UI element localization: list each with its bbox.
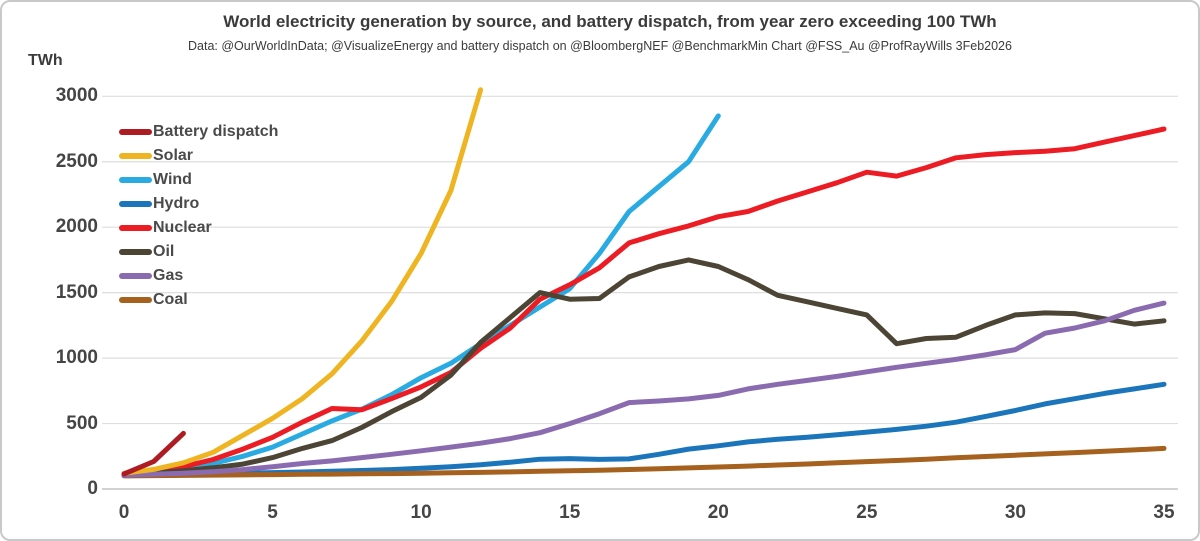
y-tick-2500: 2500 (55, 150, 98, 172)
chart-subtitle: Data: @OurWorldInData; @VisualizeEnergy … (188, 39, 1012, 53)
y-tick-1500: 1500 (55, 281, 98, 303)
legend-label: Coal (153, 291, 188, 308)
series-line-wind (121, 113, 721, 478)
series-line-solar (121, 87, 484, 476)
series-line-gas (121, 300, 1167, 478)
legend-item-gas: Gas (119, 264, 278, 288)
legend-label: Battery dispatch (153, 123, 279, 140)
legend-swatch-wind (119, 176, 152, 184)
series-line-coal (121, 445, 1167, 479)
series-line-hydro (121, 381, 1167, 478)
x-tick-5: 5 (267, 502, 278, 523)
series-line-nuclear (121, 126, 1167, 478)
y-tick-2000: 2000 (55, 216, 98, 238)
legend-label: Nuclear (153, 219, 212, 236)
legend-item-solar: Solar (119, 144, 278, 168)
y-tick-500: 500 (66, 412, 98, 434)
legend-label: Wind (153, 171, 192, 188)
x-tick-30: 30 (1004, 502, 1026, 523)
legend-swatch-gas (119, 272, 152, 280)
legend-swatch-battery-dispatch (119, 128, 152, 136)
legend-swatch-coal (119, 296, 152, 304)
legend-item-battery-dispatch: Battery dispatch (119, 120, 278, 144)
x-tick-0: 0 (118, 502, 130, 523)
y-axis-unit-label: TWh (28, 52, 63, 69)
legend-label: Solar (153, 147, 194, 164)
x-tick-35: 35 (1153, 502, 1175, 523)
chart-legend: Battery dispatch Solar Wind Hydro Nuclear Oil… (119, 120, 278, 312)
legend-item-coal: Coal (119, 288, 278, 312)
series-line-battery-dispatch (121, 430, 186, 477)
legend-label: Oil (153, 243, 175, 260)
chart-title: World electricity generation by source, … (223, 12, 997, 31)
y-tick-3000: 3000 (55, 85, 98, 107)
legend-swatch-nuclear (119, 224, 152, 232)
legend-item-wind: Wind (119, 168, 278, 192)
y-tick-0: 0 (87, 478, 98, 499)
legend-item-oil: Oil (119, 240, 278, 264)
y-tick-1000: 1000 (55, 347, 98, 369)
legend-item-hydro: Hydro (119, 192, 278, 216)
legend-item-nuclear: Nuclear (119, 216, 278, 240)
series-line-oil (121, 257, 1167, 478)
x-tick-15: 15 (559, 502, 581, 523)
legend-label: Gas (153, 267, 184, 284)
legend-label: Hydro (153, 195, 200, 212)
x-tick-20: 20 (707, 502, 729, 523)
x-tick-25: 25 (856, 502, 878, 523)
legend-swatch-oil (119, 248, 152, 256)
legend-swatch-solar (119, 152, 152, 160)
x-tick-10: 10 (410, 502, 432, 523)
legend-swatch-hydro (119, 200, 152, 208)
